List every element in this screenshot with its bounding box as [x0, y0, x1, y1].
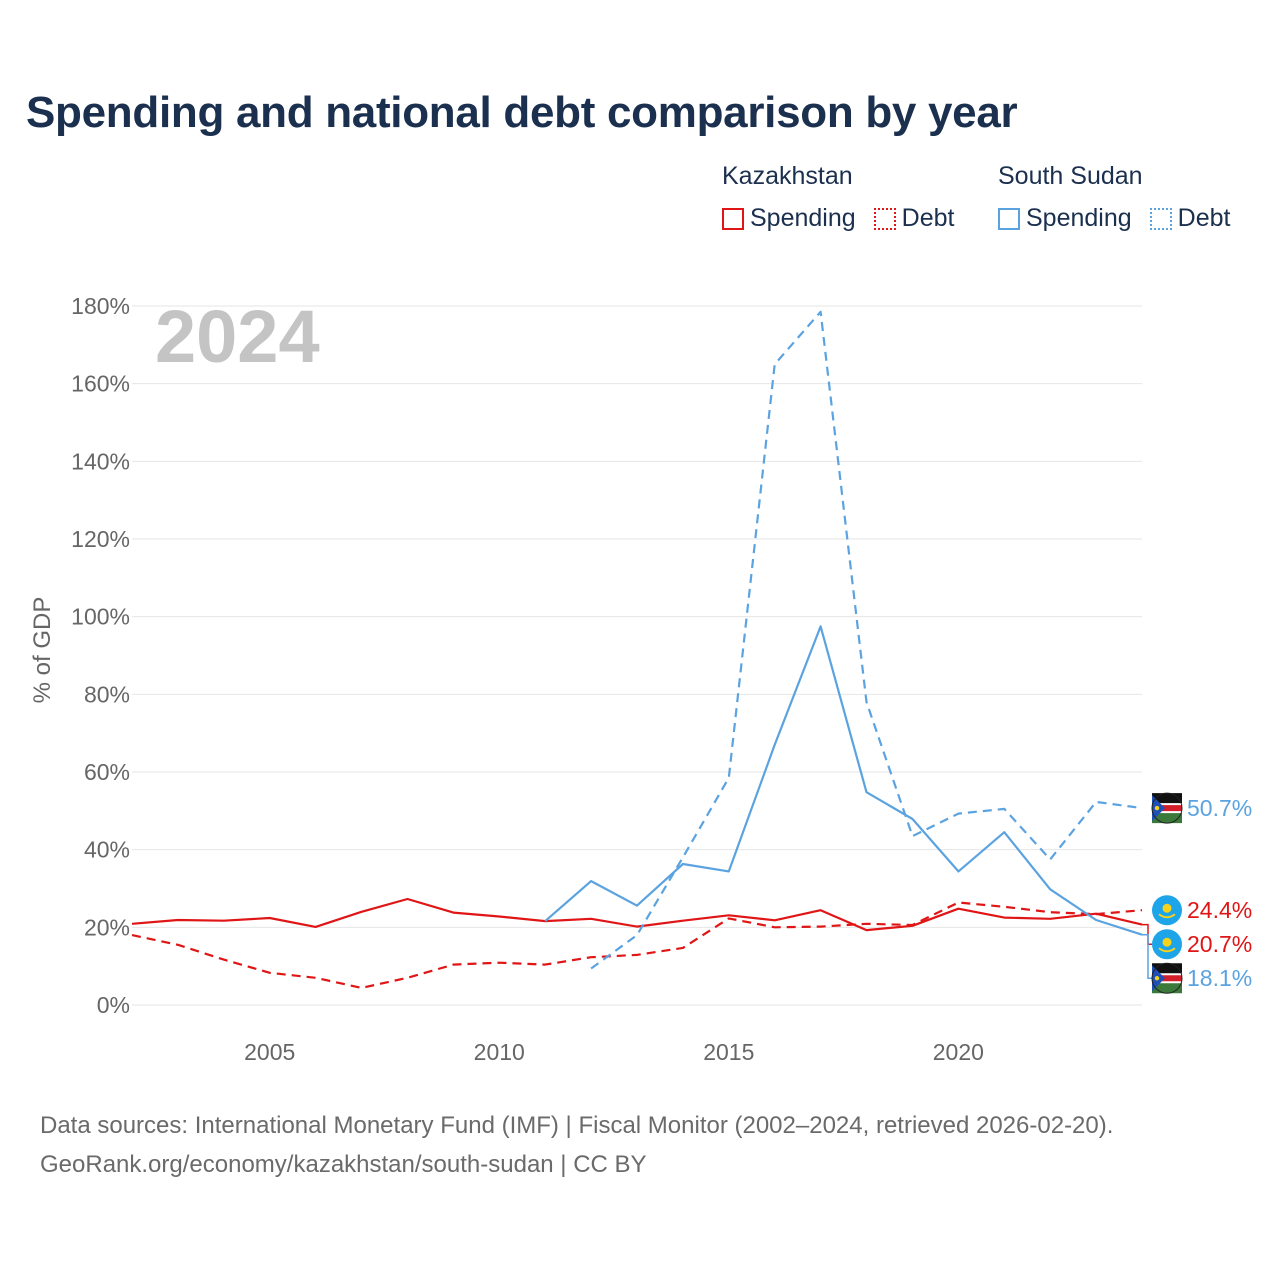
flag-star [1154, 805, 1160, 811]
y-tick-label: 140% [71, 448, 130, 474]
flag-band-red [1152, 975, 1182, 982]
line-chart: 2024 0%20%40%60%80%100%120%140%160%180% … [29, 293, 1252, 1065]
series-line-kazakhstan-spending [131, 897, 1143, 932]
flag-band-black [1152, 963, 1182, 974]
x-tick-label: 2010 [474, 1039, 525, 1065]
flag-eagle [1158, 947, 1176, 953]
grid-lines [132, 305, 1142, 1006]
x-tick-label: 2015 [703, 1039, 754, 1065]
flag-ring [1151, 962, 1183, 994]
flag-star [1154, 976, 1160, 981]
y-tick-label: 0% [97, 992, 130, 1018]
end-value-label: 50.7% [1187, 795, 1252, 821]
x-tick-label: 2020 [933, 1039, 984, 1065]
flag-band-red [1152, 805, 1182, 812]
chart-title: Spending and national debt comparison by… [26, 88, 1018, 137]
footer: Data sources: International Monetary Fun… [40, 1106, 1113, 1184]
legend-item-label: Spending [1026, 204, 1132, 232]
legend-swatch-solid [998, 207, 1020, 230]
y-axis-ticks: 0% 20% 40% 60% 80% 100% 120% 140% 160% 180% [71, 293, 130, 1018]
legend-item-label: Debt [1177, 204, 1231, 232]
y-tick-label: 120% [71, 526, 130, 552]
legend-swatch-dotted [1149, 207, 1172, 230]
flag-band-black [1152, 793, 1182, 804]
end-value-label: 24.4% [1187, 897, 1252, 923]
south-sudan-flag-icon [1151, 792, 1183, 824]
y-tick-label: 100% [71, 604, 130, 630]
y-tick-label: 160% [71, 371, 130, 397]
flag-eagle [1158, 913, 1176, 919]
footer-sources: Data sources: International Monetary Fun… [40, 1112, 1114, 1139]
legend-swatch-dotted [873, 207, 896, 230]
legend-group-kazakhstan: Kazakhstan Spending Debt [722, 162, 954, 233]
end-labels: 50.7% 24.4% 20.7% 18.1% [1142, 792, 1252, 994]
flag-sun [1162, 903, 1172, 913]
y-tick-label: 40% [84, 837, 130, 863]
end-label-leader [1142, 933, 1152, 979]
legend-item-south-sudan-spending[interactable]: Spending [998, 204, 1132, 233]
flag-ring [1151, 792, 1183, 824]
flag-sun [1162, 937, 1172, 947]
y-tick-label: 80% [84, 681, 130, 707]
series-line-south-sudan-debt [590, 310, 1143, 970]
x-axis-ticks: 2005 2010 2015 2020 [244, 1039, 984, 1065]
y-tick-label: 20% [84, 914, 130, 940]
y-axis-label: % of GDP [29, 597, 56, 704]
legend-item-kazakhstan-debt[interactable]: Debt [873, 204, 955, 233]
legend-country-label: South Sudan [998, 162, 1143, 190]
kazakhstan-flag-icon [1152, 895, 1182, 926]
flag-band-green [1152, 813, 1182, 824]
x-tick-label: 2005 [244, 1039, 295, 1065]
south-sudan-flag-icon [1151, 962, 1183, 994]
legend-swatch-solid [722, 207, 744, 230]
legend-group-south-sudan: South Sudan Spending Debt [998, 162, 1230, 233]
y-tick-label: 180% [71, 293, 130, 319]
series-line-south-sudan-spending [544, 625, 1143, 936]
series-line-kazakhstan-debt [131, 901, 1143, 990]
footer-link[interactable]: GeoRank.org/economy/kazakhstan/south-sud… [40, 1151, 647, 1178]
legend-item-label: Debt [901, 204, 955, 232]
y-tick-label: 60% [84, 759, 130, 785]
legend-item-label: Spending [750, 204, 856, 232]
legend-country-label: Kazakhstan [722, 162, 853, 190]
legend-item-kazakhstan-spending[interactable]: Spending [722, 204, 856, 233]
series-lines [131, 310, 1143, 990]
flag-band-green [1152, 983, 1182, 994]
end-value-label: 20.7% [1187, 931, 1252, 957]
kazakhstan-flag-icon [1152, 929, 1182, 960]
legend-item-south-sudan-debt[interactable]: Debt [1149, 204, 1231, 233]
year-watermark: 2024 [155, 295, 320, 378]
end-value-label: 18.1% [1187, 965, 1252, 991]
